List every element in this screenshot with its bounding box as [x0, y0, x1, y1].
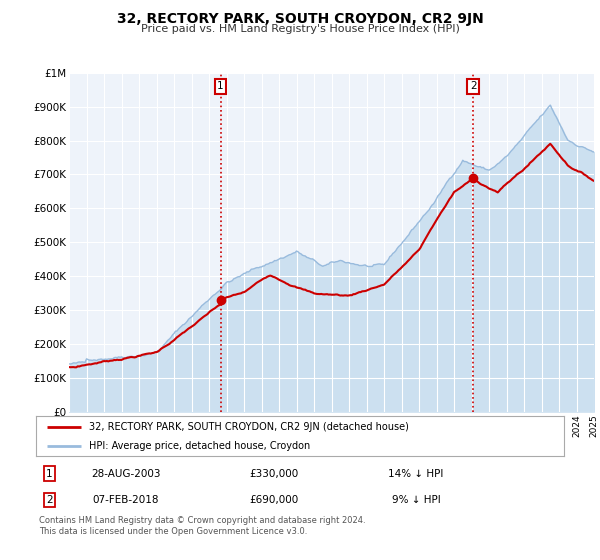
Text: 2: 2 — [470, 81, 476, 91]
Text: 28-AUG-2003: 28-AUG-2003 — [91, 469, 161, 479]
Text: 1: 1 — [46, 469, 53, 479]
Text: Price paid vs. HM Land Registry's House Price Index (HPI): Price paid vs. HM Land Registry's House … — [140, 24, 460, 34]
Text: 14% ↓ HPI: 14% ↓ HPI — [388, 469, 444, 479]
Text: 1: 1 — [217, 81, 224, 91]
Text: £330,000: £330,000 — [249, 469, 298, 479]
Text: 32, RECTORY PARK, SOUTH CROYDON, CR2 9JN (detached house): 32, RECTORY PARK, SOUTH CROYDON, CR2 9JN… — [89, 422, 409, 432]
Text: Contains HM Land Registry data © Crown copyright and database right 2024.
This d: Contains HM Land Registry data © Crown c… — [39, 516, 365, 536]
Text: HPI: Average price, detached house, Croydon: HPI: Average price, detached house, Croy… — [89, 441, 310, 451]
Text: 32, RECTORY PARK, SOUTH CROYDON, CR2 9JN: 32, RECTORY PARK, SOUTH CROYDON, CR2 9JN — [116, 12, 484, 26]
Text: 2: 2 — [46, 495, 53, 505]
Text: 9% ↓ HPI: 9% ↓ HPI — [392, 495, 440, 505]
Text: £690,000: £690,000 — [249, 495, 298, 505]
Text: 07-FEB-2018: 07-FEB-2018 — [92, 495, 159, 505]
